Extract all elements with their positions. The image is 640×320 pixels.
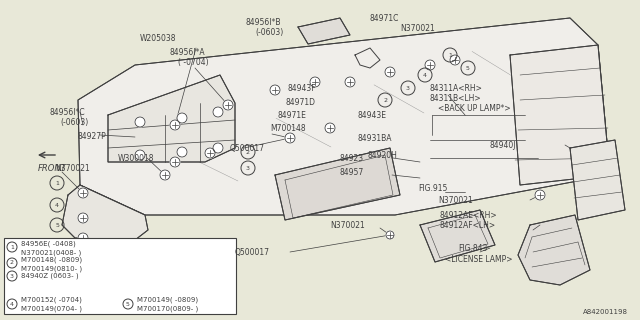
Text: 84920H: 84920H [368,150,398,159]
Text: 4: 4 [10,301,14,307]
Text: 2: 2 [246,149,250,155]
Polygon shape [62,185,148,240]
Text: 4: 4 [423,73,427,77]
Text: 4: 4 [55,203,59,207]
Circle shape [213,143,223,153]
Text: FIG.843: FIG.843 [458,244,488,252]
Circle shape [160,170,170,180]
Text: ( -0704): ( -0704) [178,58,209,67]
Text: 2: 2 [10,260,14,266]
Text: 2: 2 [383,98,387,102]
Text: 1: 1 [10,244,14,250]
Text: 84971E: 84971E [278,110,307,119]
Circle shape [223,100,233,110]
Text: 84943F: 84943F [288,84,317,92]
Text: 84940J: 84940J [490,140,516,149]
Circle shape [285,133,295,143]
Text: Q500017: Q500017 [230,143,265,153]
Polygon shape [275,148,400,220]
Text: 84311B<LH>: 84311B<LH> [430,93,482,102]
Text: 84971D: 84971D [285,98,315,107]
Text: N370021: N370021 [438,196,473,204]
Text: 84956I*B: 84956I*B [245,18,280,27]
Text: M700148: M700148 [270,124,306,132]
Circle shape [78,188,88,198]
Polygon shape [108,75,235,162]
Text: M700149(0704- ): M700149(0704- ) [21,306,82,312]
Text: 84956I*C: 84956I*C [50,108,86,116]
Text: N370021(0408- ): N370021(0408- ) [21,250,81,256]
Text: 84940Z (0603- ): 84940Z (0603- ) [21,273,79,279]
Polygon shape [510,45,610,185]
Text: N370021: N370021 [330,220,365,229]
Text: 84912AF<LH>: 84912AF<LH> [440,220,496,229]
Text: 84943E: 84943E [358,110,387,119]
Text: M700170(0809- ): M700170(0809- ) [137,306,198,312]
Text: 84311A<RH>: 84311A<RH> [430,84,483,92]
Circle shape [270,85,280,95]
Polygon shape [420,210,495,262]
Text: <BACK UP LAMP*>: <BACK UP LAMP*> [438,103,511,113]
Text: <LICENSE LAMP>: <LICENSE LAMP> [445,255,513,265]
Circle shape [425,60,435,70]
Text: 3: 3 [246,165,250,171]
Text: 84956I*A: 84956I*A [170,47,205,57]
Text: M700149(0810- ): M700149(0810- ) [21,266,82,272]
Circle shape [450,55,460,65]
Circle shape [135,150,145,160]
Circle shape [177,113,187,123]
Text: 5: 5 [466,66,470,70]
Text: (-0603): (-0603) [255,28,284,36]
Bar [4,238,236,314]
Circle shape [385,67,395,77]
Circle shape [213,107,223,117]
Text: 5: 5 [126,301,130,307]
Text: W300018: W300018 [118,154,154,163]
Text: FIG.915: FIG.915 [418,183,447,193]
Circle shape [535,190,545,200]
Text: 84956E( -0408): 84956E( -0408) [21,241,76,247]
Circle shape [135,117,145,127]
Text: 84923: 84923 [340,154,364,163]
Text: Q500017: Q500017 [235,247,270,257]
Text: A842001198: A842001198 [583,309,628,315]
Circle shape [386,231,394,239]
Text: 84957: 84957 [340,167,364,177]
Circle shape [310,77,320,87]
Text: 3: 3 [10,274,14,278]
Text: 84912AE<RH>: 84912AE<RH> [440,211,498,220]
Text: N370021: N370021 [400,23,435,33]
Circle shape [177,147,187,157]
Text: 5: 5 [55,222,59,228]
Text: W205038: W205038 [140,34,177,43]
Text: 84971C: 84971C [370,13,399,22]
Circle shape [78,233,88,243]
Circle shape [170,157,180,167]
Circle shape [78,213,88,223]
Polygon shape [518,215,590,285]
Circle shape [205,148,215,158]
Text: M700149( -0809): M700149( -0809) [137,297,198,303]
Text: 3: 3 [406,85,410,91]
Text: 84927P: 84927P [78,132,107,140]
Polygon shape [298,18,350,44]
Polygon shape [78,18,610,215]
Text: (-0603): (-0603) [60,117,88,126]
Circle shape [170,120,180,130]
Text: FRONT: FRONT [38,164,67,172]
Polygon shape [570,140,625,220]
Text: 1: 1 [55,180,59,186]
Text: 1: 1 [448,52,452,58]
Circle shape [345,77,355,87]
Text: M700152( -0704): M700152( -0704) [21,297,82,303]
Text: N370021: N370021 [55,164,90,172]
Circle shape [325,123,335,133]
Text: M700148( -0809): M700148( -0809) [21,257,82,263]
Text: 84931BA: 84931BA [358,133,392,142]
